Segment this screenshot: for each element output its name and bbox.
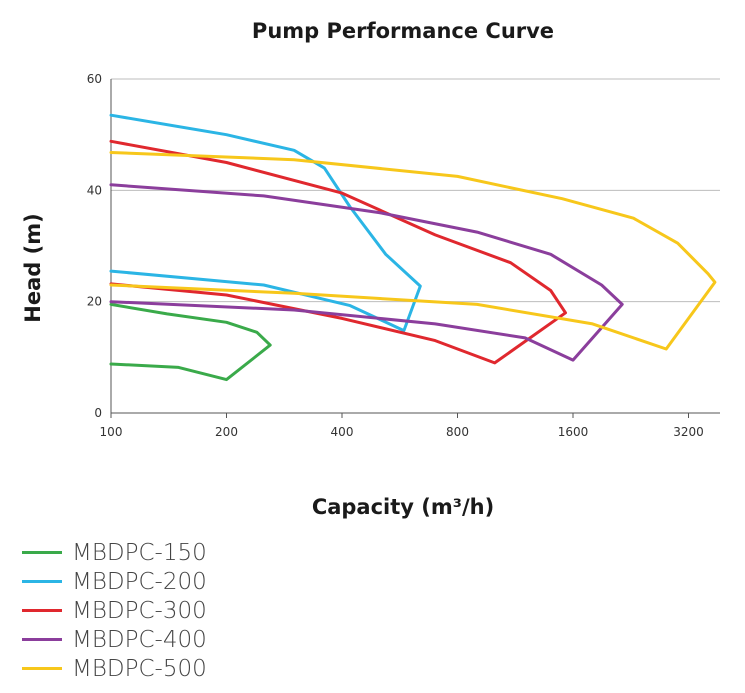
performance-chart: Pump Performance Curve 100 200 400 800 1600 3… [21, 19, 720, 519]
legend-item: MBDPC-150 [22, 538, 207, 567]
series-line-mbdpc-150 [109, 302, 272, 382]
x-tick-label: 1600 [558, 425, 589, 439]
x-axis-title: Capacity (m³/h) [312, 495, 494, 519]
legend: MBDPC-150 MBDPC-200 MBDPC-300 MBDPC-400 MBDP… [22, 538, 207, 683]
series-lines [109, 113, 717, 382]
x-ticks: 100 200 400 800 1600 3200 [100, 413, 704, 439]
legend-swatch [22, 638, 62, 641]
legend-swatch [22, 551, 62, 554]
legend-item: MBDPC-200 [22, 567, 207, 596]
legend-item: MBDPC-300 [22, 596, 207, 625]
y-tick-label: 40 [87, 183, 102, 197]
legend-swatch [22, 667, 62, 670]
series-line-mbdpc-400 [109, 183, 624, 362]
x-tick-label: 100 [100, 425, 123, 439]
series-line-mbdpc-500 [109, 151, 717, 351]
x-tick-label: 3200 [673, 425, 704, 439]
legend-label: MBDPC-150 [72, 539, 207, 566]
legend-label: MBDPC-500 [72, 655, 207, 682]
x-tick-label: 400 [331, 425, 354, 439]
legend-label: MBDPC-400 [72, 626, 207, 653]
series-line-mbdpc-300 [109, 139, 567, 365]
y-tick-label: 20 [87, 295, 102, 309]
legend-item: MBDPC-500 [22, 654, 207, 683]
y-ticks: 0 20 40 60 [87, 72, 102, 420]
x-tick-label: 800 [446, 425, 469, 439]
axes [110, 79, 720, 414]
legend-label: MBDPC-300 [72, 597, 207, 624]
y-tick-label: 0 [94, 406, 102, 420]
x-tick-label: 200 [215, 425, 238, 439]
chart-title: Pump Performance Curve [252, 19, 554, 43]
series-line-mbdpc-200 [109, 113, 422, 333]
y-axis-title: Head (m) [21, 213, 45, 322]
legend-swatch [22, 580, 62, 583]
legend-label: MBDPC-200 [72, 568, 207, 595]
y-tick-label: 60 [87, 72, 102, 86]
legend-item: MBDPC-400 [22, 625, 207, 654]
legend-swatch [22, 609, 62, 612]
